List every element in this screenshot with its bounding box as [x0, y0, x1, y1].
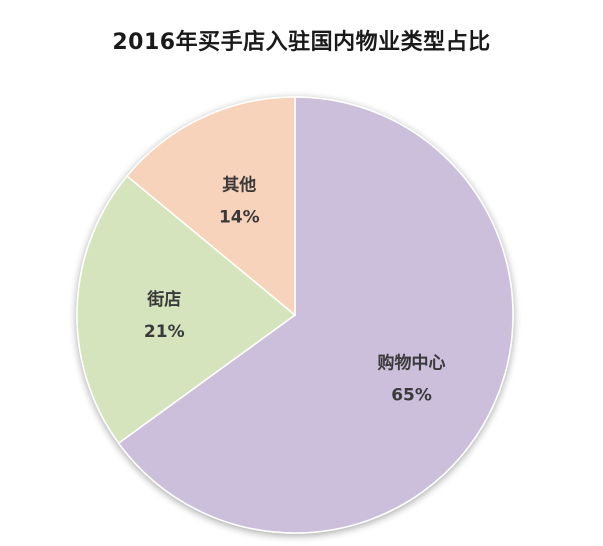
slice-street-store [76, 174, 297, 445]
label-other-value: 14% [219, 208, 260, 228]
label-street-store-name: 街店 [146, 289, 181, 310]
slice-other [125, 96, 296, 317]
label-street-store-value: 21% [144, 322, 185, 342]
label-shopping-center-value: 65% [391, 385, 432, 405]
label-other-name: 其他 [222, 175, 256, 196]
chart-title: 2016年买手店入驻国内物业类型占比 [112, 30, 491, 55]
pie-slices [76, 96, 514, 534]
label-shopping-center-name: 购物中心 [378, 352, 446, 373]
slice-shopping-center [117, 96, 514, 534]
pie-labels: 购物中心 65% 街店 21% 其他 14% [144, 175, 446, 406]
